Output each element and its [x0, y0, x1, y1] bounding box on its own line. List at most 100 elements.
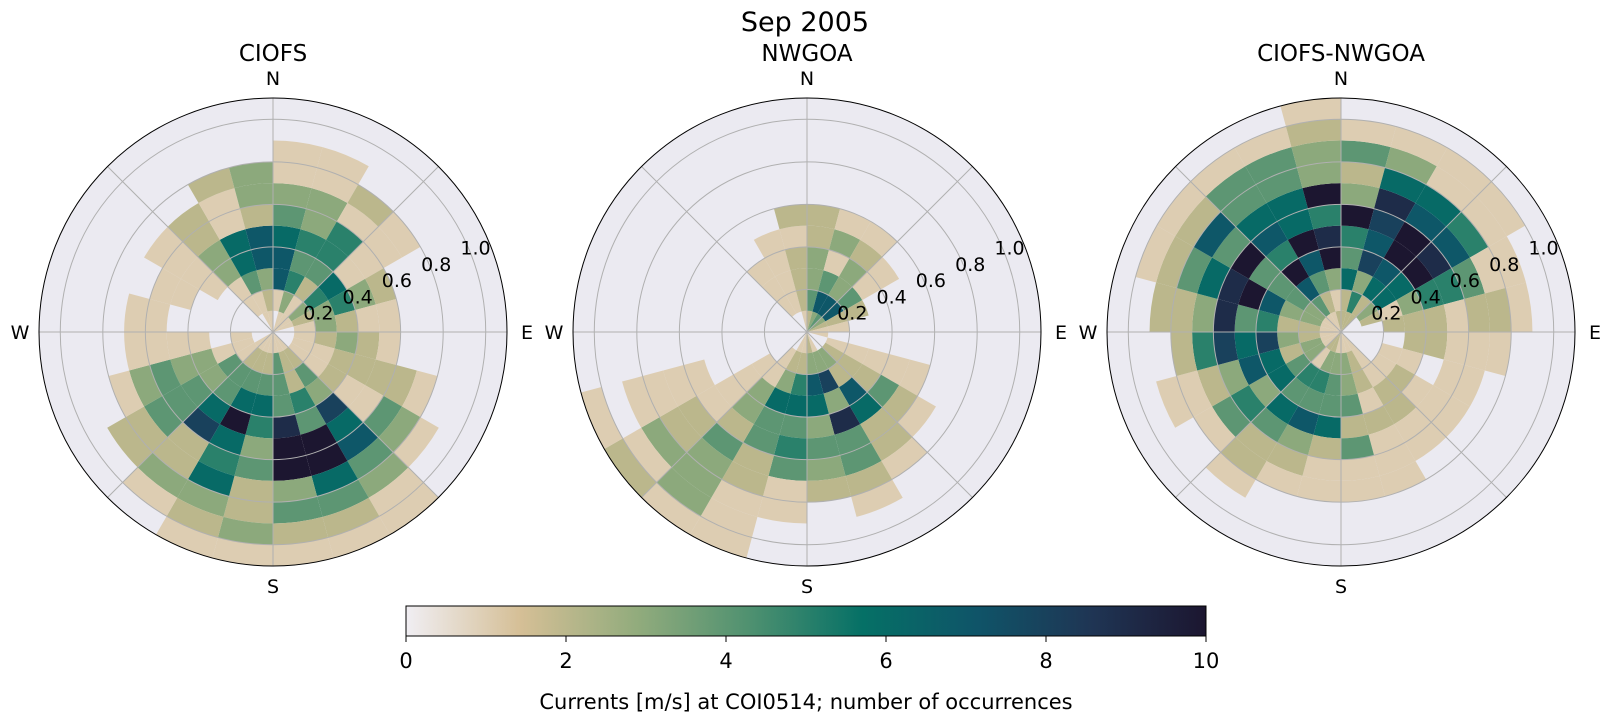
histogram-bin [1299, 337, 1323, 354]
histogram-bin [1298, 320, 1321, 332]
histogram-bin [790, 268, 807, 291]
histogram-bin [317, 479, 369, 517]
histogram-bin [1277, 208, 1314, 240]
histogram-bin [807, 246, 830, 271]
histogram-bin [273, 183, 312, 209]
colorbar-tick-label: 10 [1193, 649, 1220, 673]
histogram-bin [293, 332, 316, 344]
polar-panel-ciofs-nwgoa: CIOFS-NWGOA 0.2 0.4 0.6 0.8 1.0 N E S W [1079, 41, 1601, 598]
histogram-bin [379, 482, 439, 535]
histogram-bin [1341, 332, 1352, 353]
angular-gridline [272, 166, 439, 333]
histogram-bin [261, 289, 273, 312]
histogram-bin [239, 434, 273, 460]
histogram-bin [1341, 140, 1391, 168]
colorbar-ticks: 0 2 4 6 8 10 [399, 636, 1219, 673]
direction-label: W [11, 322, 30, 344]
histogram-bin [1377, 343, 1403, 364]
histogram-bin [1390, 126, 1448, 167]
histogram-bin [1205, 452, 1256, 498]
histogram-bin [1238, 354, 1268, 386]
histogram-bin [834, 208, 871, 240]
histogram-bin [764, 387, 791, 415]
histogram-bin [336, 203, 379, 242]
histogram-bin [363, 395, 402, 438]
histogram-bin [295, 229, 327, 259]
histogram-bin [227, 276, 252, 302]
radial-tick-label: 0.8 [1489, 254, 1519, 276]
histogram-bin [1379, 167, 1427, 204]
polar-labels: 0.2 0.4 0.6 0.8 1.0 N E S W [11, 68, 533, 598]
histogram-bin [700, 497, 758, 538]
histogram-bin [288, 301, 310, 322]
histogram-bin [1341, 393, 1364, 418]
histogram-bin [812, 290, 829, 314]
histogram-bin [273, 316, 292, 332]
histogram-bin [273, 204, 307, 230]
angular-gridline [1340, 166, 1507, 333]
histogram-bin [1298, 249, 1325, 277]
histogram-bin [162, 385, 198, 423]
histogram-bin [1170, 287, 1198, 332]
histogram-bin [1404, 203, 1447, 242]
radial-tick-label: 0.8 [421, 254, 451, 276]
histogram-bin [368, 467, 424, 517]
histogram-bin [211, 343, 237, 364]
histogram-bin [840, 442, 882, 476]
histogram-bin [768, 455, 807, 481]
histogram-bin [241, 270, 262, 296]
angular-gridline [1340, 331, 1507, 498]
histogram-bin [375, 298, 401, 332]
histogram-bin [317, 147, 369, 185]
histogram-bin [1341, 373, 1358, 396]
histogram-bin [1329, 352, 1341, 375]
histogram-bin [166, 332, 191, 360]
histogram-bin [1170, 332, 1198, 377]
histogram-bin [283, 347, 304, 369]
histogram-bin [1341, 475, 1386, 503]
histogram-bin [197, 239, 231, 272]
histogram-bin [348, 241, 384, 279]
histogram-bin [1372, 258, 1402, 287]
histogram-bin [273, 332, 289, 351]
histogram-bin [162, 241, 198, 279]
histogram-bin [1335, 310, 1341, 332]
histogram-bin [822, 342, 844, 363]
histogram-bin [152, 437, 199, 480]
histogram-bin [1401, 374, 1434, 408]
histogram-bin [1341, 246, 1364, 271]
histogram-bin [1235, 422, 1278, 461]
histogram-bin [347, 437, 394, 480]
histogram-bin [731, 392, 765, 425]
histogram-bin [1346, 350, 1363, 374]
histogram-bin [1277, 315, 1300, 332]
histogram-bin [801, 332, 807, 354]
histogram-bin [273, 140, 323, 168]
histogram-bin [696, 385, 732, 423]
radial-tick-label: 0.8 [955, 254, 985, 276]
histogram-bin [1295, 362, 1320, 388]
histogram-bin [334, 309, 359, 332]
histogram-bin [273, 268, 290, 291]
histogram-bin [129, 365, 163, 407]
histogram-bin [642, 370, 679, 418]
histogram-bin [187, 167, 235, 204]
histogram-bin [304, 377, 334, 406]
histogram-bin [795, 352, 807, 375]
direction-label: W [545, 322, 564, 344]
figure-title: Sep 2005 [741, 7, 869, 38]
histogram-bin [764, 249, 791, 277]
histogram-bin [1296, 475, 1341, 503]
histogram-bin [273, 352, 285, 375]
histogram-bin [825, 310, 849, 327]
histogram-bin [250, 393, 273, 418]
histogram-bin [318, 363, 347, 393]
histogram-bin [1469, 246, 1506, 294]
radial-tick-label: 0.4 [1411, 286, 1441, 308]
histogram-bin [785, 290, 802, 314]
histogram-bin [849, 392, 883, 425]
histogram-bin [242, 295, 263, 317]
histogram-bin [209, 208, 246, 240]
colorbar-tick-label: 8 [1039, 649, 1052, 673]
histogram-bin [273, 516, 329, 545]
